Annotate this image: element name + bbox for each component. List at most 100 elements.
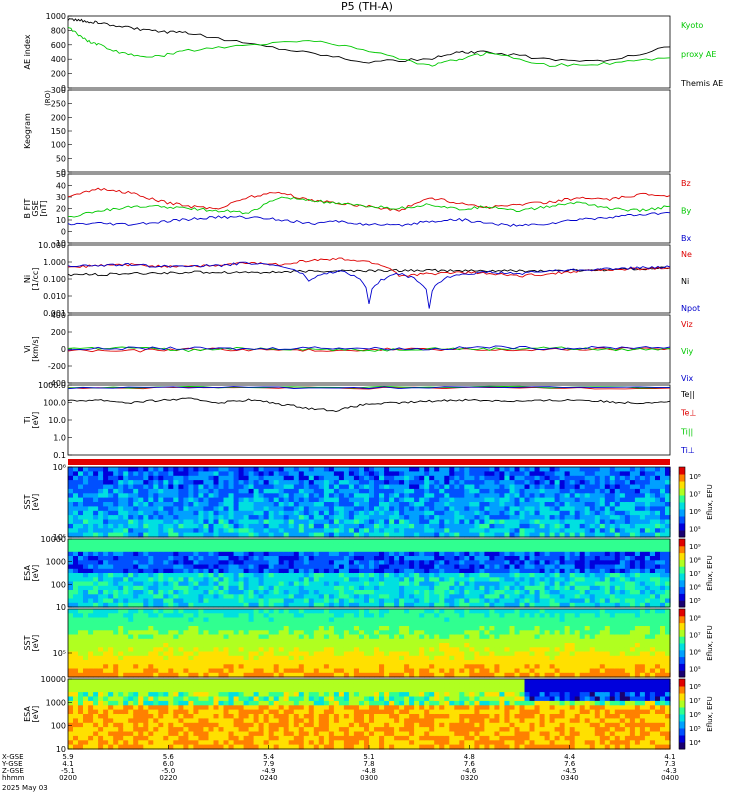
spectrogram-cell <box>273 539 280 544</box>
spectrogram-cell <box>559 471 566 477</box>
spectrogram-cell <box>639 547 646 553</box>
spectrogram-cell <box>168 609 174 614</box>
spectrogram-cell <box>323 519 330 525</box>
spectrogram-cell <box>369 647 375 653</box>
spectrogram-cell <box>529 467 536 472</box>
spectrogram-cell <box>263 617 270 623</box>
spectrogram-cell <box>128 598 134 604</box>
spectrogram-cell <box>524 471 531 477</box>
spectrogram-cell <box>198 655 204 661</box>
spectrogram-cell <box>273 506 280 512</box>
y-tick-label: 30 <box>56 193 66 202</box>
spectrogram-cell <box>308 519 315 525</box>
spectrogram-cell <box>98 585 104 591</box>
spectrogram-cell <box>73 573 79 578</box>
spectrogram-cell <box>308 602 315 608</box>
spectrogram-cell <box>68 617 74 623</box>
spectrogram-cell <box>353 590 360 595</box>
spectrogram-cell <box>549 519 556 525</box>
spectrogram-cell <box>359 506 365 512</box>
spectrogram-cell <box>409 532 415 538</box>
spectrogram-cell <box>614 564 621 570</box>
spectrogram-cell <box>238 585 245 591</box>
spectrogram-cell <box>534 543 541 549</box>
spectrogram-cell <box>278 581 285 587</box>
spectrogram-cell <box>604 510 611 516</box>
spectrogram-cell <box>338 626 345 631</box>
spectrogram-cell <box>118 585 124 591</box>
spectrogram-cell <box>293 510 300 516</box>
spectrogram-cell <box>459 480 465 486</box>
spectrogram-cell <box>303 664 310 670</box>
legend-entry: Npot <box>681 304 700 313</box>
spectrogram-cell <box>303 475 310 481</box>
spectrogram-cell <box>504 528 510 534</box>
spectrogram-cell <box>569 488 576 494</box>
spectrogram-cell <box>223 672 230 678</box>
spectrogram-cell <box>183 638 189 644</box>
spectrogram-cell <box>439 528 445 534</box>
spectrogram-cell <box>429 598 435 604</box>
spectrogram-cell <box>228 497 235 503</box>
spectrogram-cell <box>143 590 149 595</box>
spectrogram-cell <box>273 515 280 521</box>
spectrogram-cell <box>614 581 621 587</box>
spectrogram-cell <box>78 664 84 670</box>
spectrogram-cell <box>434 488 440 494</box>
spectrogram-cell <box>118 532 124 538</box>
spectrogram-cell <box>609 556 616 561</box>
spectrogram-cell <box>333 590 340 595</box>
colorbar-swatch <box>679 530 685 534</box>
spectrogram-cell <box>343 519 350 525</box>
spectrogram-cell <box>529 488 536 494</box>
spectrogram-cell <box>609 497 616 503</box>
spectrogram-cell <box>644 528 651 534</box>
spectrogram-cell <box>479 539 485 544</box>
spectrogram-cell <box>529 484 536 490</box>
spectrogram-cell <box>188 556 194 561</box>
spectrogram-cell <box>529 502 536 507</box>
spectrogram-cell <box>509 493 516 499</box>
spectrogram-cell <box>484 539 490 544</box>
spectrogram-cell <box>333 515 340 521</box>
spectrogram-cell <box>409 543 415 549</box>
spectrogram-cell <box>148 638 154 644</box>
spectrogram-cell <box>459 510 465 516</box>
spectrogram-cell <box>449 564 455 570</box>
spectrogram-cell <box>263 609 270 614</box>
spectrogram-cell <box>364 523 370 529</box>
spectrogram-cell <box>273 664 280 670</box>
spectrogram-cell <box>665 564 671 570</box>
spectrogram-cell <box>253 547 260 553</box>
spectrogram-cell <box>288 528 295 534</box>
spectrogram-cell <box>414 502 420 507</box>
spectrogram-cell <box>434 573 440 578</box>
spectrogram-cell <box>173 651 179 657</box>
spectrogram-cell <box>128 647 134 653</box>
spectrogram-cell <box>238 609 245 614</box>
spectrogram-cell <box>459 585 465 591</box>
spectrogram-cell <box>293 547 300 553</box>
spectrogram-cell <box>414 551 420 557</box>
spectrogram-cell <box>323 651 330 657</box>
spectrogram-cell <box>564 602 571 608</box>
spectrogram-cell <box>233 539 240 544</box>
spectrogram-cell <box>599 556 606 561</box>
spectrogram-cell <box>208 515 215 521</box>
spectrogram-cell <box>183 581 189 587</box>
spectrogram-cell <box>98 497 104 503</box>
spectrogram-cell <box>394 547 400 553</box>
spectrogram-cell <box>193 556 199 561</box>
spectrogram-cell <box>429 577 435 583</box>
spectrogram-cell <box>158 515 164 521</box>
spectrogram-cell <box>223 634 230 640</box>
spectrogram-cell <box>203 647 209 653</box>
spectrogram-cell <box>494 577 500 583</box>
spectrogram-cell <box>143 467 149 472</box>
spectrogram-cell <box>489 551 495 557</box>
spectrogram-cell <box>293 564 300 570</box>
spectrogram-cell <box>238 560 245 566</box>
spectrogram-cell <box>333 634 340 640</box>
spectrogram-cell <box>103 643 109 648</box>
spectrogram-cell <box>414 484 420 490</box>
